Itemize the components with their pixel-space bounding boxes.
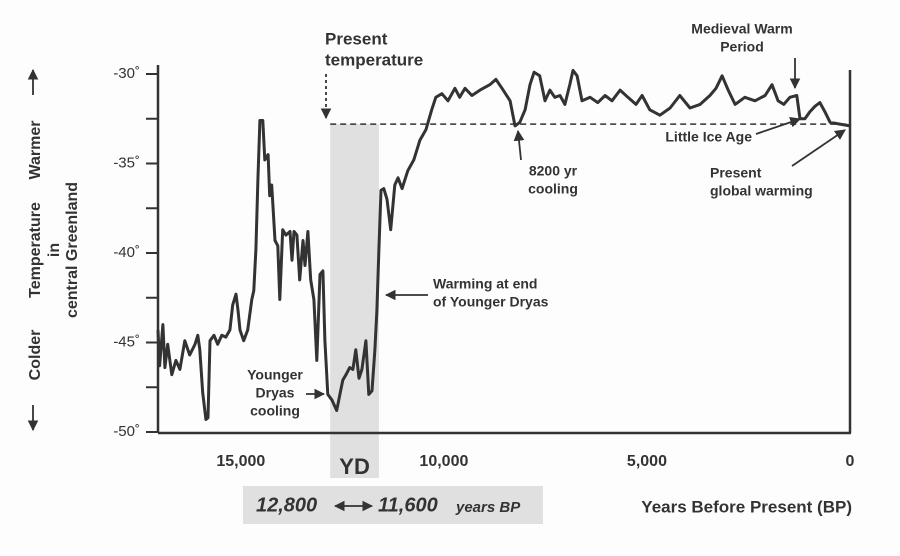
- band-label: YD: [339, 454, 370, 479]
- warming-arrow: [791, 129, 846, 167]
- x-tick-label: 15,000: [216, 453, 265, 470]
- annotation: Dryas: [256, 385, 295, 401]
- axis-layer: [146, 65, 852, 435]
- cooling-arrow: [513, 129, 525, 161]
- x-tick-label: 0: [846, 453, 855, 470]
- band-to: 11,600: [378, 494, 438, 516]
- y-axis-label: in: [46, 243, 63, 257]
- temperature-line: [156, 68, 851, 421]
- y-tick-label: -30˚: [113, 65, 140, 82]
- annotation: 8200 yr: [529, 163, 578, 179]
- y-tick-label: -35˚: [113, 154, 140, 171]
- x-tick-label: 5,000: [627, 453, 667, 470]
- lia-arrow: [755, 117, 802, 135]
- y-axis-label: Temperature: [27, 202, 44, 298]
- arrows: [27, 58, 846, 512]
- band-from: 12,800: [256, 494, 317, 516]
- annotation: of Younger Dryas: [433, 294, 549, 310]
- reference-label: Present: [325, 29, 388, 48]
- annotation: global warming: [710, 183, 813, 199]
- annotation: Medieval Warm: [691, 21, 792, 37]
- yd-band: [330, 124, 379, 479]
- y-tick-label: -50˚: [113, 423, 140, 440]
- period-box: [243, 486, 543, 524]
- annotation: Warming at end: [433, 276, 538, 292]
- annotation: Little Ice Age: [665, 129, 752, 145]
- annotation: Younger: [247, 367, 303, 383]
- y-tick-label: -45˚: [113, 333, 140, 350]
- y-axis-label: central Greenland: [64, 182, 81, 318]
- band-layer: [243, 124, 543, 524]
- y-bottom-label: Colder: [27, 330, 44, 381]
- annotation: cooling: [528, 181, 578, 197]
- x-tick-label: 10,000: [419, 453, 468, 470]
- x-axis-label: Years Before Present (BP): [641, 497, 852, 516]
- band-unit: years BP: [455, 499, 521, 516]
- y-top-label: Warmer: [27, 121, 44, 180]
- annotation: Present: [710, 165, 762, 181]
- y-tick-label: -40˚: [113, 244, 140, 261]
- reference-label: temperature: [325, 50, 423, 69]
- annotation: cooling: [250, 403, 300, 419]
- annotation: Period: [720, 39, 764, 55]
